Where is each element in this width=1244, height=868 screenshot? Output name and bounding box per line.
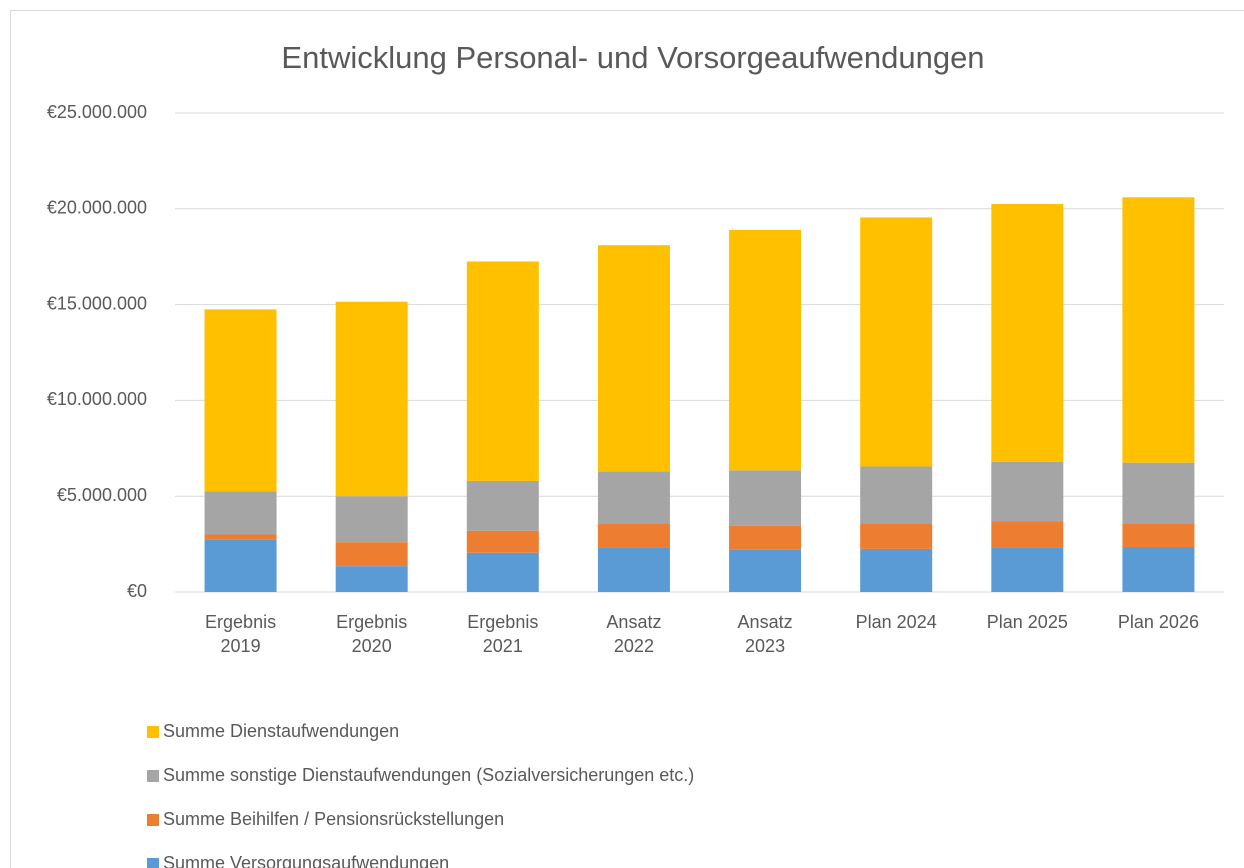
bar-segment bbox=[729, 549, 802, 592]
legend-label: Summe sonstige Dienstaufwendungen (Sozia… bbox=[163, 765, 695, 785]
bar-segment bbox=[729, 470, 802, 526]
bar-segment bbox=[335, 542, 408, 567]
bar-segment bbox=[991, 521, 1064, 548]
legend-swatch bbox=[147, 725, 159, 738]
y-tick-label: €25.000.000 bbox=[47, 102, 147, 122]
bar-segment bbox=[991, 204, 1064, 462]
bar-segment bbox=[335, 496, 408, 543]
x-tick-label: Ergebnis 2021 bbox=[467, 612, 539, 656]
bar-segment bbox=[597, 547, 670, 592]
legend-entry: Summe Beihilfen / Pensionsrückstellungen bbox=[147, 809, 504, 830]
bar-segment bbox=[204, 539, 277, 592]
bar-segment bbox=[466, 261, 539, 481]
x-tick-label: Ergebnis 2020 bbox=[336, 612, 408, 656]
legend-swatch bbox=[147, 857, 159, 868]
bar-segment bbox=[729, 229, 802, 471]
bar-segment bbox=[1122, 546, 1195, 592]
bar-segment bbox=[1122, 197, 1195, 463]
x-tick-label: Ergebnis 2019 bbox=[205, 612, 277, 656]
legend-entry: Summe Versorgungsaufwendungen bbox=[147, 853, 449, 868]
legend-label: Summe Versorgungsaufwendungen bbox=[163, 853, 450, 868]
bar-segment bbox=[597, 245, 670, 472]
bar-segment bbox=[1122, 523, 1195, 547]
bar-segment bbox=[466, 480, 539, 531]
bar-segment bbox=[466, 552, 539, 592]
bar-segment bbox=[204, 309, 277, 492]
x-tick-label: Plan 2025 bbox=[986, 612, 1068, 632]
bar-segment bbox=[860, 548, 933, 592]
bar-segment bbox=[204, 534, 277, 540]
legend-label: Summe Dienstaufwendungen bbox=[163, 721, 400, 741]
bar-segment bbox=[729, 525, 802, 550]
legend-entry: Summe Dienstaufwendungen bbox=[147, 721, 399, 742]
chart-border bbox=[10, 10, 1244, 868]
y-tick-label: €20.000.000 bbox=[47, 198, 147, 218]
bar-segment bbox=[204, 491, 277, 535]
bar-segment bbox=[597, 523, 670, 548]
bar-segment bbox=[335, 301, 408, 497]
y-tick-label: €10.000.000 bbox=[47, 389, 147, 409]
y-tick-label: €5.000.000 bbox=[57, 485, 147, 505]
bar-segment bbox=[466, 530, 539, 553]
legend-swatch bbox=[147, 813, 159, 826]
bar-segment bbox=[991, 547, 1064, 592]
bar-segment bbox=[860, 217, 933, 467]
bar-segment bbox=[335, 566, 408, 592]
x-tick-label: Plan 2026 bbox=[1117, 612, 1199, 632]
y-tick-label: €15.000.000 bbox=[47, 293, 147, 313]
bar-segment bbox=[991, 461, 1064, 522]
legend-swatch bbox=[147, 769, 159, 782]
bar-segment bbox=[1122, 462, 1195, 524]
bar-segment bbox=[860, 523, 933, 549]
y-tick-label: €0 bbox=[127, 581, 147, 601]
x-tick-label: Ansatz 2023 bbox=[737, 612, 793, 656]
x-tick-label: Plan 2024 bbox=[855, 612, 937, 632]
legend-entry: Summe sonstige Dienstaufwendungen (Sozia… bbox=[147, 765, 694, 786]
legend-label: Summe Beihilfen / Pensionsrückstellungen bbox=[163, 809, 505, 829]
bar-segment bbox=[597, 471, 670, 524]
chart-title: Entwicklung Personal- und Vorsorgeaufwen… bbox=[281, 40, 984, 75]
bar-segment bbox=[860, 466, 933, 524]
x-tick-label: Ansatz 2022 bbox=[606, 612, 662, 656]
